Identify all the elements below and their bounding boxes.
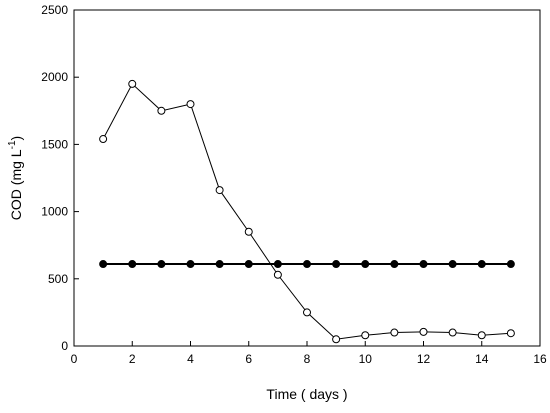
series-2-point: [244, 260, 253, 269]
series-2-point: [157, 260, 166, 269]
series-1-point: [99, 135, 108, 144]
y-axis-title: COD (mg L-1): [7, 136, 24, 220]
series-2-point: [273, 260, 282, 269]
series-2-point: [506, 260, 515, 269]
series-2-point: [332, 260, 341, 269]
series-2-point: [361, 260, 370, 269]
x-tick-label: 6: [245, 352, 252, 366]
series-1-point: [244, 227, 253, 236]
series-2-point: [448, 260, 457, 269]
y-axis-title-main: COD (mg L: [8, 149, 24, 220]
series-1-point: [303, 308, 311, 317]
y-axis-ticks: 0 500 1000 1500 2000 2500: [41, 3, 79, 353]
series-2-point: [186, 260, 195, 269]
x-axis-title: Time ( days ): [266, 386, 347, 402]
series-2-point: [419, 260, 428, 269]
series-2-point: [128, 260, 137, 269]
series-1-point: [390, 328, 399, 337]
series-2-point: [99, 260, 108, 269]
series-1-point: [215, 186, 224, 195]
y-axis-title-superscript: -1: [7, 140, 18, 149]
series-1-point: [477, 331, 486, 340]
series-1-line: [102, 83, 511, 340]
series-layer: [99, 79, 515, 344]
x-axis-ticks: 0 2 4 6 8 10 12 14 16: [71, 341, 547, 366]
x-tick-label: 0: [71, 352, 78, 366]
y-tick-label: 2500: [41, 3, 68, 17]
x-tick-label: 8: [304, 352, 311, 366]
series-1-point: [361, 331, 370, 340]
series-1-point: [273, 270, 282, 279]
x-tick-label: 16: [533, 352, 547, 366]
x-tick-label: 10: [359, 352, 373, 366]
plot-frame: [73, 9, 541, 347]
series-1-point: [186, 100, 195, 109]
series-1-point: [128, 79, 137, 88]
x-tick-label: 14: [475, 352, 489, 366]
y-axis-title-suffix: ): [8, 136, 24, 141]
series-1-point: [448, 328, 457, 337]
y-tick-label: 1500: [41, 137, 68, 151]
series-1-point: [419, 327, 428, 336]
series-2-point: [477, 260, 486, 269]
y-tick-label: 2000: [41, 70, 68, 84]
series-1-point: [506, 329, 515, 338]
series-2-point: [303, 260, 311, 269]
x-tick-label: 2: [129, 352, 136, 366]
series-2-point: [390, 260, 399, 269]
series-2-point: [215, 260, 224, 269]
x-tick-label: 12: [417, 352, 431, 366]
y-tick-label: 500: [48, 272, 68, 286]
series-1-point: [157, 106, 166, 115]
x-tick-label: 4: [187, 352, 194, 366]
y-tick-label: 1000: [41, 205, 68, 219]
series-1-point: [332, 335, 341, 344]
y-tick-label: 0: [61, 339, 68, 353]
